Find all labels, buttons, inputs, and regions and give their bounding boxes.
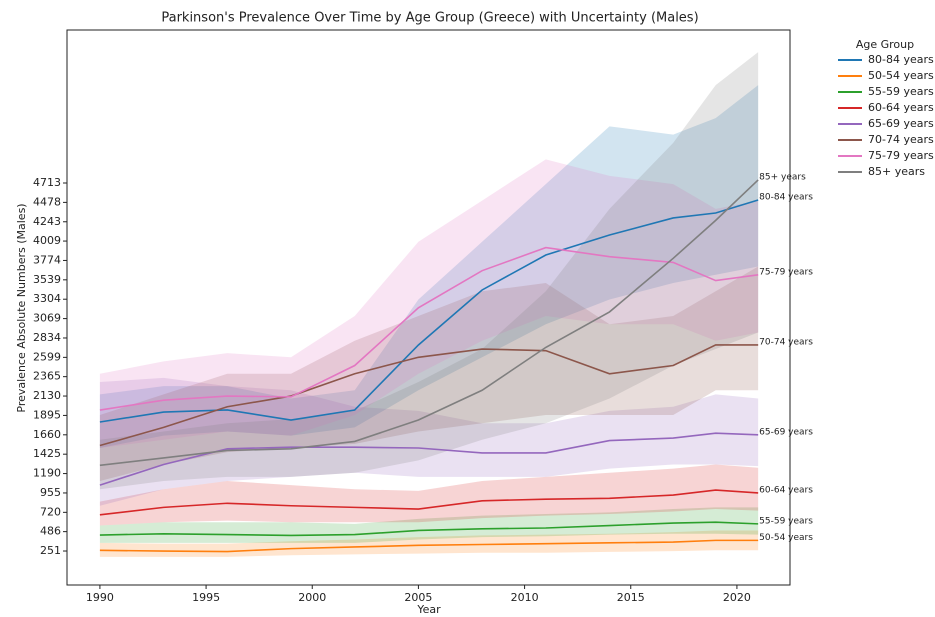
uncertainty-band xyxy=(99,85,759,449)
y-tick-label: 955 xyxy=(40,486,61,499)
legend-label: 75-79 years xyxy=(868,149,934,162)
y-tick-label: 251 xyxy=(40,544,61,557)
y-tick-label: 3304 xyxy=(33,292,61,305)
uncertainty-band xyxy=(99,52,759,490)
x-tick-label: 2015 xyxy=(617,591,645,604)
y-tick-label: 2365 xyxy=(33,370,61,383)
legend-label: 80-84 years xyxy=(868,53,934,66)
series-line xyxy=(99,521,759,537)
series-line xyxy=(99,539,759,553)
end-label: 70-74 years xyxy=(759,337,813,347)
series-line xyxy=(99,489,759,516)
legend-label: 50-54 years xyxy=(868,69,934,82)
y-tick-label: 3069 xyxy=(33,312,61,325)
y-tick-label: 4243 xyxy=(33,215,61,228)
legend-title: Age Group xyxy=(856,38,914,51)
y-tick-label: 486 xyxy=(40,525,61,538)
chart-title: Parkinson's Prevalence Over Time by Age … xyxy=(161,11,698,26)
x-tick-label: 2010 xyxy=(511,591,539,604)
y-tick-label: 1660 xyxy=(33,428,61,441)
end-label: 75-79 years xyxy=(759,267,813,277)
end-label: 80-84 years xyxy=(759,192,813,202)
x-axis-label: Year xyxy=(416,603,441,616)
series-line xyxy=(99,344,759,447)
y-tick-label: 1190 xyxy=(33,467,61,480)
y-tick-label: 720 xyxy=(40,505,61,518)
uncertainty-band xyxy=(99,159,759,449)
legend-label: 55-59 years xyxy=(868,85,934,98)
end-label: 60-64 years xyxy=(759,485,813,495)
legend-label: 60-64 years xyxy=(868,101,934,114)
y-tick-label: 4713 xyxy=(33,176,61,189)
x-tick-label: 1995 xyxy=(192,591,220,604)
end-label: 85+ years xyxy=(759,172,806,182)
legend-label: 85+ years xyxy=(868,165,925,178)
x-tick-label: 2005 xyxy=(404,591,432,604)
series-line xyxy=(99,246,759,411)
x-tick-label: 1990 xyxy=(86,591,114,604)
y-tick-label: 2834 xyxy=(33,331,61,344)
y-tick-label: 3774 xyxy=(33,253,61,266)
legend-label: 70-74 years xyxy=(868,133,934,146)
x-tick-label: 2000 xyxy=(298,591,326,604)
y-tick-label: 4478 xyxy=(33,195,61,208)
y-axis-label: Prevalence Absolute Numbers (Males) xyxy=(15,203,28,412)
series-line xyxy=(99,179,759,467)
uncertainty-band xyxy=(99,377,759,506)
plot-frame xyxy=(66,29,791,586)
y-tick-label: 1425 xyxy=(33,447,61,460)
uncertainty-band xyxy=(99,507,759,543)
end-label: 65-69 years xyxy=(759,427,813,437)
y-tick-label: 2130 xyxy=(33,389,61,402)
legend-label: 65-69 years xyxy=(868,117,934,130)
x-tick-label: 2020 xyxy=(723,591,751,604)
y-tick-label: 1895 xyxy=(33,408,61,421)
y-tick-label: 2599 xyxy=(33,350,61,363)
y-tick-label: 3539 xyxy=(33,273,61,286)
end-label: 50-54 years xyxy=(759,533,813,543)
end-label: 55-59 years xyxy=(759,516,813,526)
y-tick-label: 4009 xyxy=(33,234,61,247)
uncertainty-band xyxy=(99,464,759,526)
